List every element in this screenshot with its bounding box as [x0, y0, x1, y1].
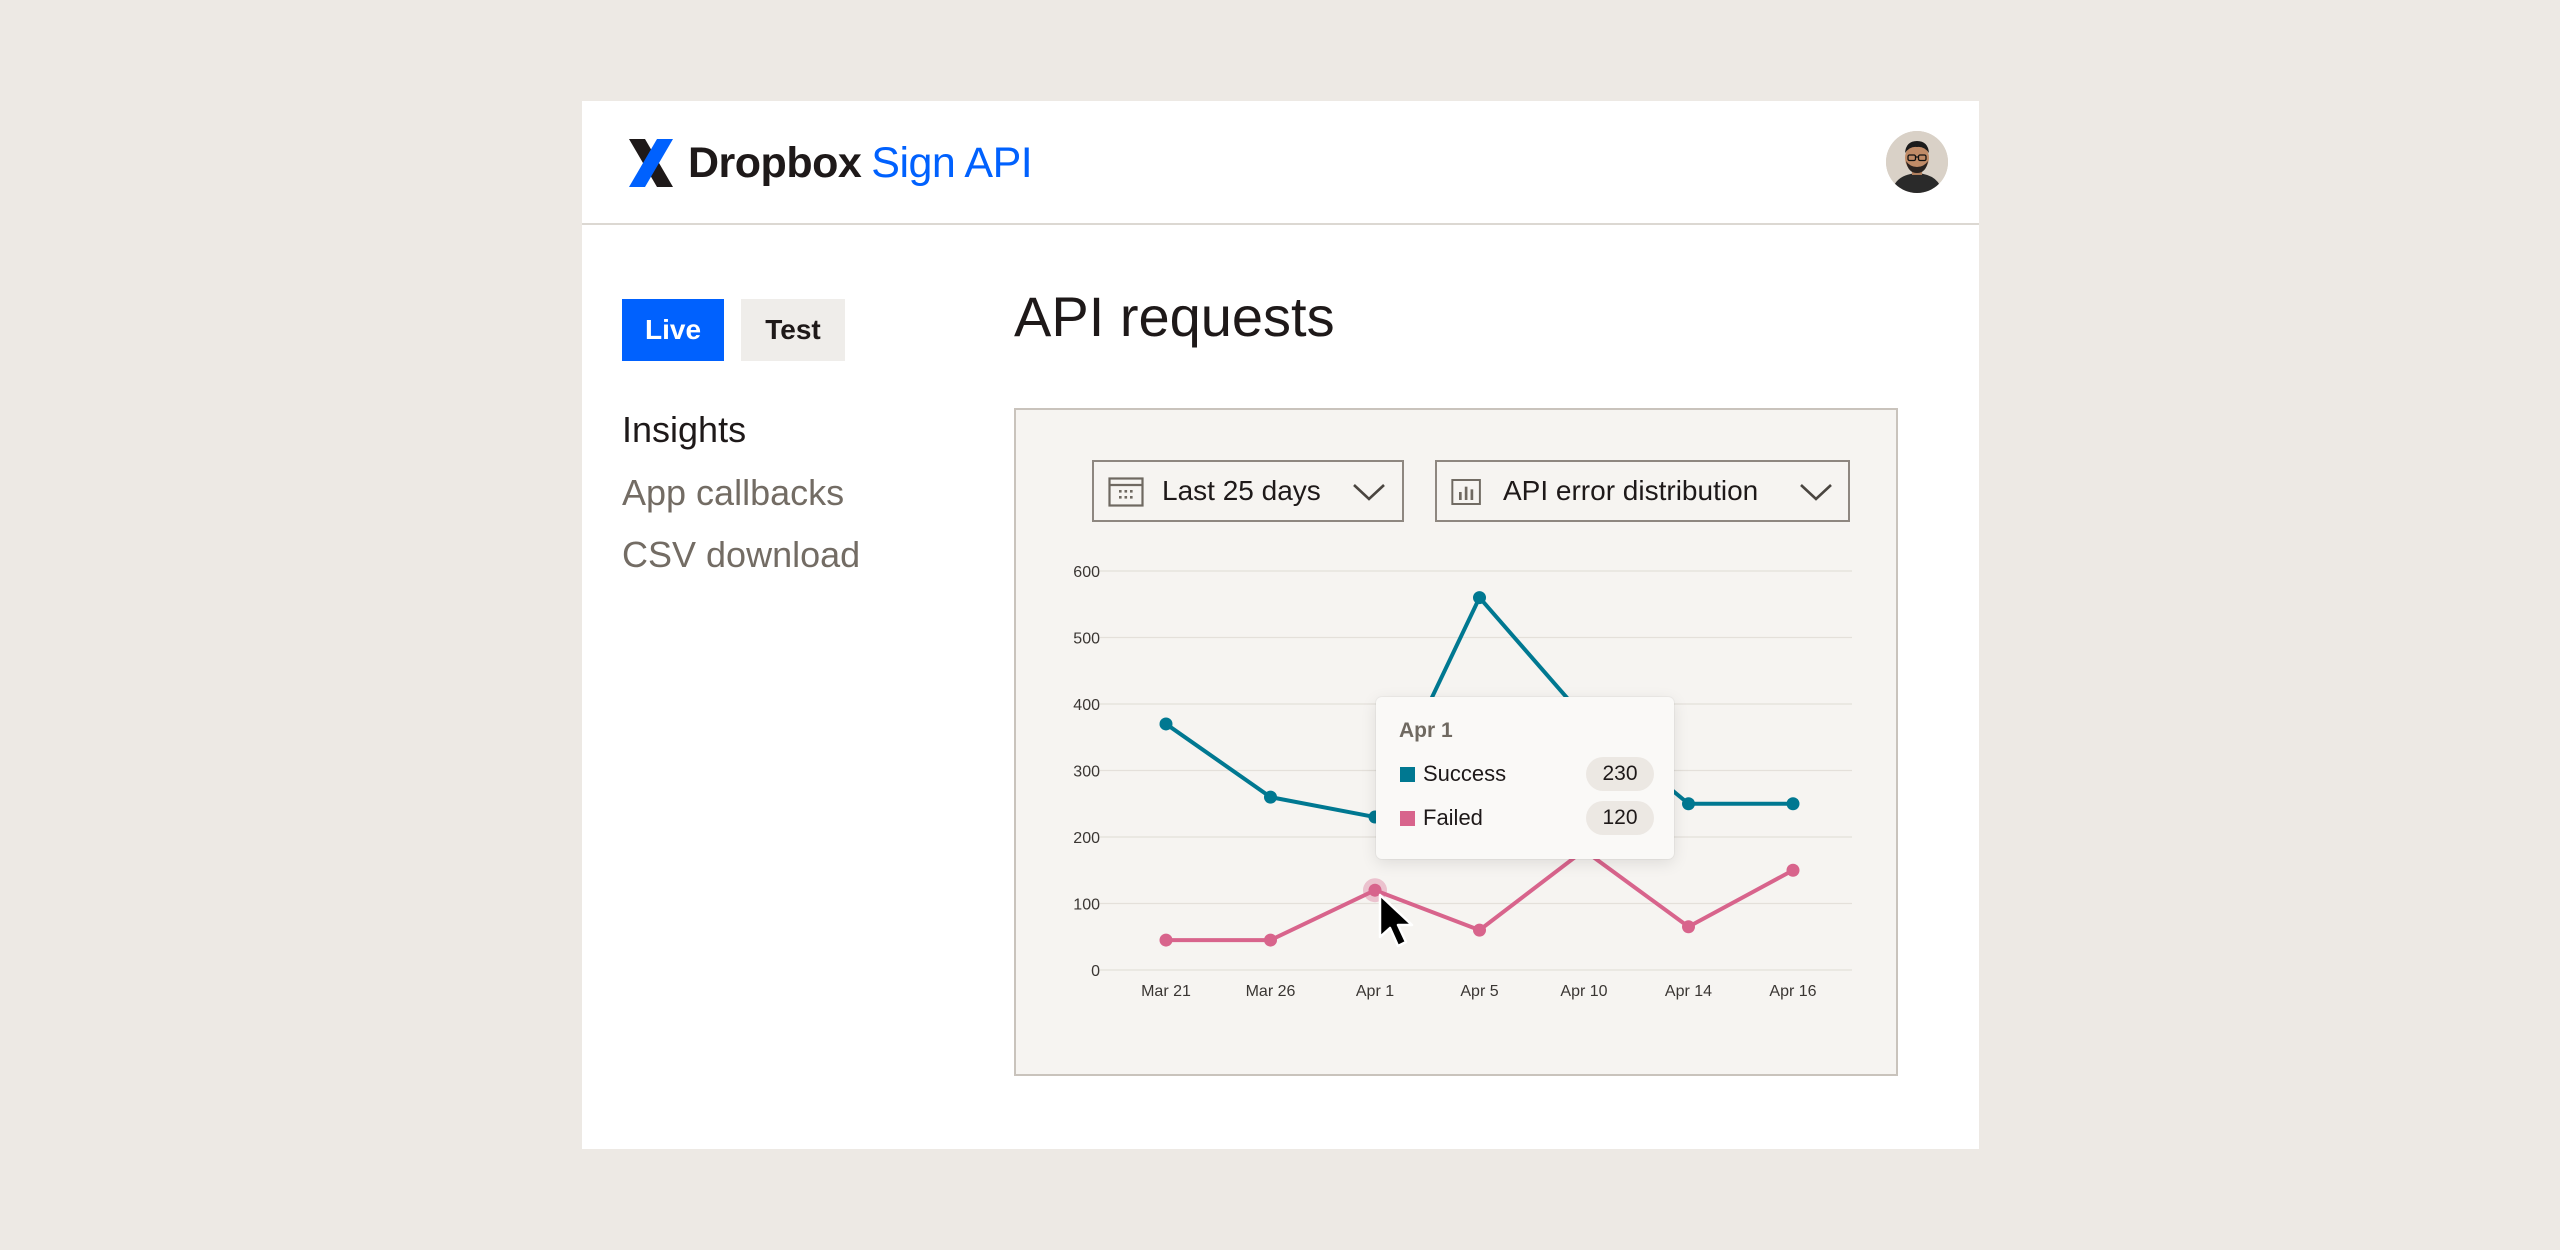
page-title: API requests	[1014, 285, 1335, 348]
test-toggle-button[interactable]: Test	[741, 299, 845, 361]
user-avatar-icon	[1886, 131, 1948, 193]
metric-label: API error distribution	[1503, 475, 1759, 506]
brand-wordmark: Dropbox Sign API	[688, 135, 1033, 191]
nav-item-insights[interactable]: Insights	[622, 409, 747, 450]
tooltip-row-success: Success 230	[1399, 757, 1654, 791]
mouse-pointer-icon	[1378, 893, 1414, 948]
app-window: Dropbox Sign API Live Test Insights App c…	[582, 101, 1979, 1149]
calendar-icon	[1108, 477, 1144, 507]
dropbox-sign-logo-icon	[629, 139, 673, 187]
tooltip-row-failed: Failed 120	[1399, 801, 1654, 835]
tooltip-success-label: Success	[1423, 761, 1507, 786]
user-avatar[interactable]	[1886, 131, 1948, 193]
live-toggle-button[interactable]: Live	[622, 299, 724, 361]
date-range-label: Last 25 days	[1162, 475, 1321, 506]
tooltip-failed-value: 120	[1586, 801, 1654, 835]
failed-swatch	[1400, 811, 1415, 826]
date-range-dropdown[interactable]: Last 25 days	[1092, 460, 1404, 522]
tooltip-date: Apr 1	[1399, 719, 1453, 742]
tooltip-success-value: 230	[1586, 757, 1654, 791]
tooltip-failed-label: Failed	[1423, 805, 1483, 830]
metric-dropdown[interactable]: API error distribution	[1435, 460, 1850, 522]
chevron-down-icon	[1800, 484, 1832, 501]
nav-item-csv-download[interactable]: CSV download	[622, 534, 861, 575]
success-swatch	[1400, 767, 1415, 782]
top-header: Dropbox Sign API	[582, 101, 1979, 225]
bar-chart-icon	[1451, 479, 1481, 505]
brand-product: Sign API	[871, 139, 1033, 187]
nav-item-app-callbacks[interactable]: App callbacks	[622, 472, 845, 513]
chevron-down-icon	[1353, 484, 1385, 501]
chart-tooltip: Apr 1 Success 230 Failed 120	[1376, 697, 1674, 859]
brand-name: Dropbox	[688, 139, 862, 187]
